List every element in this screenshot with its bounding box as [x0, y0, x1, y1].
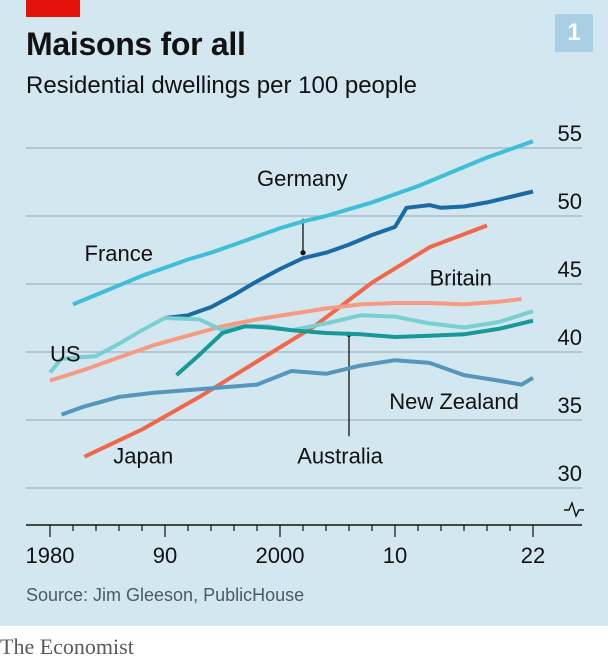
series-line-france: [72, 139, 534, 307]
y-tick-label-30: 30: [558, 461, 582, 486]
series-label-britain: Britain: [430, 265, 492, 290]
source-note: Source: Jim Gleeson, PublicHouse: [26, 585, 305, 605]
series-label-australia: Australia: [297, 444, 383, 469]
y-tick-labels: 30 35 40 45 50 55: [558, 121, 582, 486]
line-chart: France Germany Japan Britain US Australia New …: [26, 121, 584, 568]
series-line-australia: [175, 318, 534, 377]
publisher-logo: The Economist: [0, 634, 134, 659]
y-tick-label-40: 40: [558, 325, 582, 350]
series-line-japan: [83, 223, 488, 459]
x-tick-label-2010: 10: [383, 543, 407, 568]
x-tick-label-2000: 2000: [256, 543, 305, 568]
series-labels: France Germany Japan Britain US Australia New …: [50, 166, 519, 468]
series-label-france: France: [85, 241, 153, 266]
chart-subtitle: Residential dwellings per 100 people: [26, 72, 417, 99]
x-tick-label-1980: 1980: [26, 543, 75, 568]
x-tick-label-1990: 90: [153, 543, 177, 568]
y-tick-label-55: 55: [558, 121, 582, 146]
chart-title: Maisons for all: [26, 26, 246, 62]
x-tick-labels: 1980 90 2000 10 22: [26, 543, 546, 568]
series-label-new-zealand: New Zealand: [389, 389, 519, 414]
y-tick-label-50: 50: [558, 189, 582, 214]
y-tick-label-35: 35: [558, 393, 582, 418]
series-line-germany: [164, 189, 534, 320]
chart-number-badge: 1: [555, 14, 593, 52]
brand-red-tag: [26, 0, 80, 17]
leader-dot-germany: [300, 250, 306, 256]
x-axis: [26, 500, 584, 537]
series-label-germany: Germany: [257, 166, 347, 191]
series-label-japan: Japan: [113, 444, 173, 469]
y-tick-label-45: 45: [558, 257, 582, 282]
series-line-britain: [49, 297, 522, 383]
series-lines: [48, 139, 535, 459]
axis-break-icon: [564, 500, 584, 518]
series-label-us: US: [50, 342, 81, 367]
series-line-new-zealand: [60, 358, 535, 417]
gridlines: [26, 147, 582, 489]
x-tick-label-2022: 22: [521, 543, 545, 568]
